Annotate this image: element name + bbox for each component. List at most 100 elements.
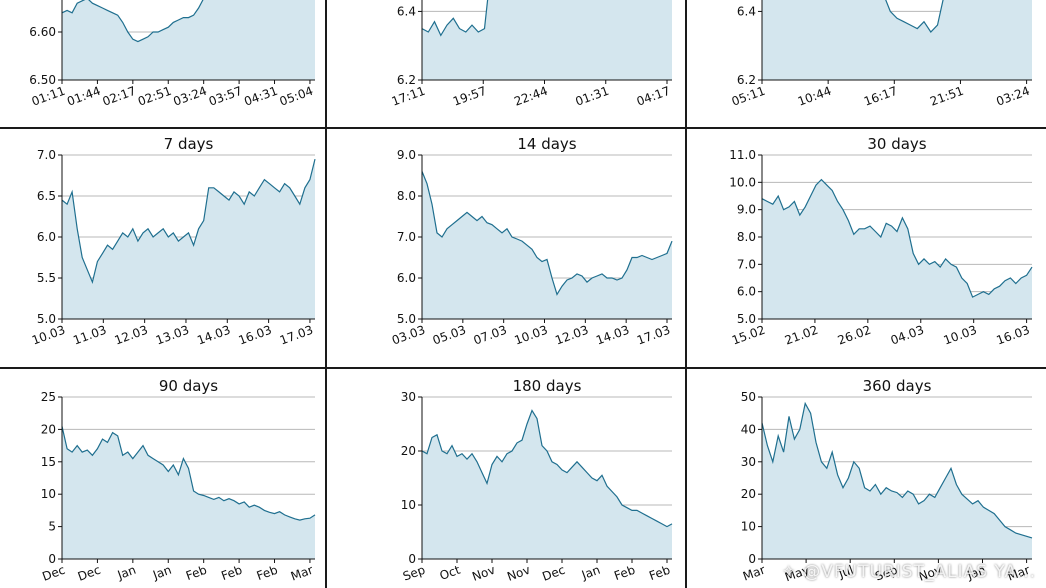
watermark: ✧ @VFUTURIST_ALIAS YA... <box>781 562 1036 582</box>
y-tick-label: 40 <box>741 422 756 436</box>
y-tick-label: 10 <box>41 487 56 501</box>
y-tick-label: 9.0 <box>397 148 416 162</box>
x-tick-label: Feb <box>647 563 672 583</box>
y-tick-label: 5.0 <box>397 312 416 326</box>
x-tick-label: 16.03 <box>995 323 1032 348</box>
panel-separator <box>685 0 687 588</box>
y-tick-label: 20 <box>401 444 416 458</box>
x-tick-label: Dec <box>40 563 67 584</box>
x-tick-label: 05:11 <box>730 84 767 109</box>
x-tick-label: 03:24 <box>171 84 208 109</box>
x-tick-label: 01:11 <box>30 84 67 109</box>
chart-svg: 6.2 6.4 05:11 10:44 16:17 21:51 03:24 <box>730 0 1032 109</box>
x-tick-label: 19:57 <box>451 84 488 109</box>
x-tick-label: 05:04 <box>278 84 315 109</box>
x-tick-label: 03.03 <box>390 323 427 348</box>
series-area <box>62 159 315 319</box>
chart-svg: 90 days 0 5 10 15 20 25 Dec Dec Jan Jan Feb Feb Feb Ma… <box>40 377 316 584</box>
chart-title: 7 days <box>164 135 214 153</box>
x-tick-label: Mar <box>741 563 767 584</box>
chart-title: 360 days <box>863 377 932 395</box>
x-tick-label: 17.03 <box>278 323 315 348</box>
series-line <box>761 178 1033 298</box>
series-area <box>762 179 1032 319</box>
y-tick-label: 8.0 <box>397 189 416 203</box>
y-tick-label: 6.4 <box>737 4 756 18</box>
x-tick-label: 12.03 <box>553 323 590 348</box>
x-tick-label: 21.02 <box>783 323 820 348</box>
x-tick-label: 05.03 <box>431 323 468 348</box>
series-line <box>61 158 316 285</box>
chart-panel: 6.2 6.4 05:11 10:44 16:17 21:51 03:24 <box>687 0 1046 127</box>
y-tick-label: 30 <box>401 390 416 404</box>
x-tick-label: 22:44 <box>512 84 549 109</box>
chart-title: 180 days <box>513 377 582 395</box>
y-tick-label: 6.5 <box>37 189 56 203</box>
x-tick-label: Feb <box>255 563 280 583</box>
y-tick-label: 7.0 <box>737 257 756 271</box>
chart-panel: 6.506.606.7001:1101:4402:1702:5103:2403:… <box>0 0 325 127</box>
chart-svg: 7 days 5.0 5.5 6.0 6.5 7.0 10.03 11.03 12.03 13.0… <box>30 135 316 348</box>
chart-panel: 360 days 0 10 20 30 40 50 Mar May Jul Sep Nov Jan Mar <box>687 369 1046 588</box>
x-tick-label: Jan <box>150 563 173 583</box>
y-tick-label: 15 <box>41 455 56 469</box>
x-tick-label: Nov <box>470 563 497 584</box>
x-tick-label: Sep <box>401 563 427 584</box>
y-tick-label: 6.60 <box>29 25 56 39</box>
y-tick-label: 7.0 <box>397 230 416 244</box>
x-tick-label: 04.03 <box>889 323 926 348</box>
chart-panel: 14 days 5.0 6.0 7.0 8.0 9.0 03.03 05.03 07.03 10.… <box>327 129 685 367</box>
y-tick-label: 6.0 <box>397 271 416 285</box>
y-tick-label: 5 <box>48 520 56 534</box>
x-tick-label: 10:44 <box>796 84 833 109</box>
y-tick-label: 10.0 <box>729 175 756 189</box>
x-tick-label: 07.03 <box>472 323 509 348</box>
chart-title: 30 days <box>867 135 926 153</box>
x-tick-label: 15.02 <box>730 323 767 348</box>
x-tick-label: 14.03 <box>594 323 631 348</box>
series-line <box>761 401 1033 539</box>
x-tick-label: 26.02 <box>836 323 873 348</box>
x-tick-label: Dec <box>540 563 567 584</box>
chart-panel: 180 days 0 10 20 30 Sep Oct Nov Nov Dec Jan Feb Feb <box>327 369 685 588</box>
x-tick-label: Jul <box>836 563 855 581</box>
panel-separator <box>0 127 1046 129</box>
chart-panel: 30 days 5.0 6.0 7.0 8.0 9.0 10.0 11.0 15.02 21.02… <box>687 129 1046 367</box>
y-tick-label: 5.5 <box>37 271 56 285</box>
x-tick-label: 01:31 <box>573 84 610 109</box>
x-tick-label: 02:17 <box>101 84 138 109</box>
x-tick-label: 02:51 <box>136 84 173 109</box>
x-tick-label: 17:11 <box>390 84 427 109</box>
series-area <box>62 426 315 559</box>
panel-separator <box>0 367 1046 369</box>
y-tick-label: 0 <box>408 552 416 566</box>
series-line <box>421 409 673 528</box>
series-area <box>422 410 672 559</box>
y-tick-label: 10 <box>401 498 416 512</box>
series-line <box>61 0 204 43</box>
x-tick-label: Dec <box>76 563 103 584</box>
y-tick-label: 8.0 <box>737 230 756 244</box>
y-tick-label: 6.0 <box>737 285 756 299</box>
x-tick-label: Feb <box>184 563 209 583</box>
series-line <box>421 0 489 37</box>
y-tick-label: 5.0 <box>737 312 756 326</box>
x-tick-label: Feb <box>612 563 637 583</box>
x-tick-label: 03:24 <box>994 84 1031 109</box>
y-tick-label: 9.0 <box>737 203 756 217</box>
chart-svg: 14 days 5.0 6.0 7.0 8.0 9.0 03.03 05.03 07.03 10.… <box>390 135 673 348</box>
y-tick-label: 6.2 <box>397 73 416 87</box>
chart-panel: 90 days 0 5 10 15 20 25 Dec Dec Jan Jan Feb Feb Feb Ma… <box>0 369 325 588</box>
series-area <box>62 0 315 80</box>
x-tick-label: 10.03 <box>30 323 67 348</box>
y-tick-label: 11.0 <box>729 148 756 162</box>
chart-title: 90 days <box>159 377 218 395</box>
y-tick-label: 6.0 <box>37 230 56 244</box>
x-tick-label: Jan <box>579 563 602 583</box>
chart-svg: 6.2 6.4 17:11 19:57 22:44 01:31 04:17 <box>390 0 672 109</box>
x-tick-label: Oct <box>438 563 463 583</box>
x-tick-label: 10.03 <box>512 323 549 348</box>
x-tick-label: 16:17 <box>862 84 899 109</box>
